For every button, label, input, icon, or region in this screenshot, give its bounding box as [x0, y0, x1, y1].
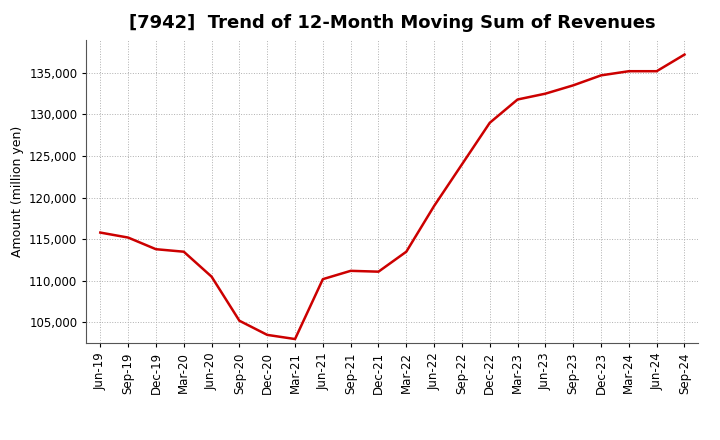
Y-axis label: Amount (million yen): Amount (million yen) [11, 126, 24, 257]
Title: [7942]  Trend of 12-Month Moving Sum of Revenues: [7942] Trend of 12-Month Moving Sum of R… [129, 15, 656, 33]
